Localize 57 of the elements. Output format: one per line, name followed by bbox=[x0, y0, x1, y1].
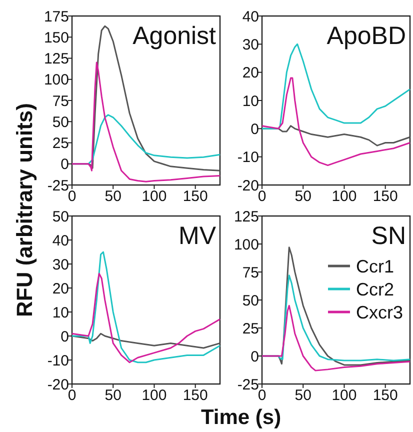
y-tick-label: 75 bbox=[242, 264, 259, 282]
y-tick-label: 100 bbox=[234, 236, 259, 254]
x-tick-label: 50 bbox=[104, 387, 122, 404]
y-tick-label: 10 bbox=[52, 304, 69, 322]
legend-label: Cxcr3 bbox=[356, 302, 404, 322]
line-series bbox=[71, 272, 221, 364]
line-series bbox=[71, 251, 221, 364]
y-tick-label: -10 bbox=[47, 352, 69, 370]
chart-title: Agonist bbox=[132, 22, 216, 50]
line-series bbox=[261, 77, 411, 166]
y-tick-label: 50 bbox=[52, 208, 69, 226]
x-tick-label: 100 bbox=[332, 188, 357, 205]
y-tick-label: 125 bbox=[234, 208, 259, 226]
y-tick-label: 0 bbox=[250, 348, 259, 366]
chart-title: SN bbox=[371, 222, 406, 250]
y-tick-label: 125 bbox=[44, 50, 69, 68]
line-series bbox=[261, 304, 411, 372]
x-tick-label: 150 bbox=[182, 387, 208, 404]
y-tick-label: 50 bbox=[52, 114, 69, 131]
x-tick-label: 100 bbox=[332, 387, 357, 404]
y-axis-title: RFU (arbitrary units) bbox=[12, 103, 37, 317]
x-tick-label: 150 bbox=[372, 387, 398, 404]
y-tick-label: -10 bbox=[237, 149, 259, 166]
y-tick-label: 20 bbox=[52, 280, 69, 298]
y-tick-label: 30 bbox=[242, 36, 259, 54]
y-tick-label: -25 bbox=[47, 177, 69, 194]
y-tick-label: 50 bbox=[242, 292, 259, 310]
x-tick-label: 100 bbox=[142, 387, 167, 404]
x-tick-label: 150 bbox=[372, 188, 398, 205]
y-tick-label: 0 bbox=[60, 156, 69, 174]
y-tick-label: -20 bbox=[237, 177, 259, 194]
y-tick-label: 25 bbox=[52, 135, 69, 152]
y-tick-label: 75 bbox=[52, 92, 69, 110]
y-tick-label: 0 bbox=[250, 120, 259, 138]
x-tick-label: 50 bbox=[294, 387, 312, 404]
y-tick-label: 30 bbox=[52, 256, 69, 274]
legend-label: Ccr1 bbox=[356, 256, 394, 276]
line-series bbox=[71, 62, 221, 182]
chart-title: ApoBD bbox=[326, 22, 406, 50]
y-tick-label: 20 bbox=[242, 64, 259, 82]
y-tick-label: -20 bbox=[47, 376, 69, 394]
y-tick-label: 0 bbox=[60, 328, 69, 346]
y-tick-label: 40 bbox=[52, 232, 69, 250]
y-tick-label: 40 bbox=[242, 8, 259, 26]
x-tick-label: 100 bbox=[142, 188, 167, 205]
y-tick-label: 150 bbox=[44, 29, 69, 46]
y-tick-label: 25 bbox=[242, 320, 259, 338]
legend-label: Ccr2 bbox=[356, 279, 394, 300]
y-tick-label: 175 bbox=[44, 8, 69, 26]
y-tick-label: 10 bbox=[242, 92, 259, 110]
chart-title: MV bbox=[178, 222, 216, 250]
y-tick-label: -25 bbox=[237, 376, 259, 394]
x-tick-label: 50 bbox=[104, 188, 122, 205]
x-tick-label: 150 bbox=[182, 188, 208, 205]
y-tick-label: 100 bbox=[44, 72, 69, 89]
x-tick-label: 50 bbox=[294, 188, 312, 205]
x-axis-title: Time (s) bbox=[200, 406, 282, 429]
